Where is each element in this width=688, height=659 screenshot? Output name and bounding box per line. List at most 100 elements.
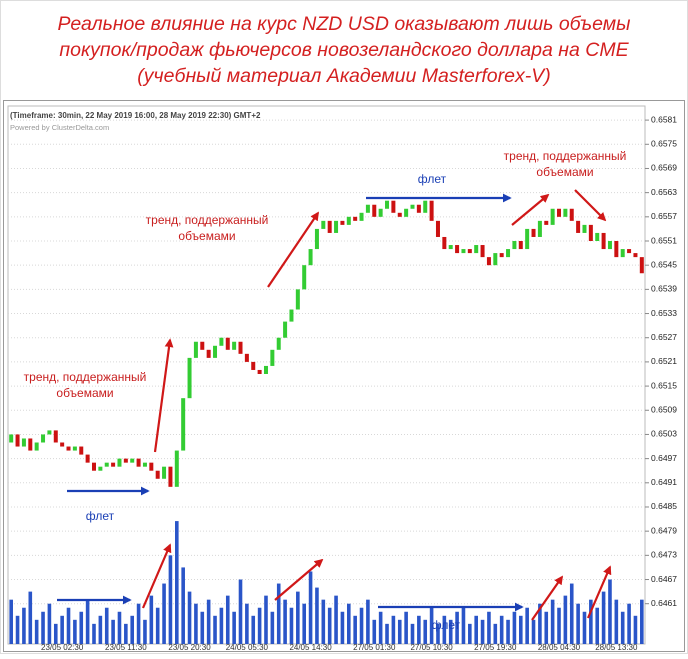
volume-bar — [264, 595, 268, 644]
y-tick-label: 0.6569 — [651, 163, 677, 173]
candle-body — [595, 232, 600, 242]
annotation: объемами — [56, 386, 113, 400]
volume-bar — [308, 571, 313, 644]
candle-body — [563, 208, 568, 217]
volume-bar — [557, 607, 561, 644]
y-tick-label: 0.6563 — [651, 187, 677, 197]
annotation: объемами — [178, 229, 235, 243]
candle-body — [448, 245, 453, 250]
y-tick-label: 0.6521 — [651, 356, 677, 366]
volume-bar — [104, 607, 109, 644]
candle-body — [385, 200, 390, 209]
x-tick-label: 23/05 20:30 — [168, 643, 211, 652]
candle-body — [193, 341, 198, 358]
volume-bar — [130, 615, 135, 644]
candle-body — [359, 212, 364, 221]
candle-body — [225, 337, 230, 350]
y-tick-label: 0.6581 — [651, 114, 677, 124]
arrow — [511, 193, 550, 226]
volume-bar — [518, 615, 523, 644]
candle-body — [582, 224, 587, 233]
volume-bar — [276, 583, 281, 644]
candle-body — [627, 249, 632, 254]
volume-bar — [225, 595, 230, 644]
volume-bar — [531, 619, 536, 644]
volume-bar — [162, 583, 166, 644]
volume-bar — [47, 603, 52, 644]
volume-bar — [321, 599, 326, 644]
credit: Powered by ClusterDelta.com — [10, 123, 109, 132]
y-tick-label: 0.6533 — [651, 308, 677, 318]
volume-bar — [627, 603, 631, 644]
volume-bar — [576, 603, 580, 644]
candle-body — [302, 265, 307, 290]
y-tick-label: 0.6485 — [651, 501, 677, 511]
volume-bar — [385, 623, 389, 644]
volume-bar — [124, 623, 128, 644]
y-tick-label: 0.6479 — [651, 525, 677, 535]
volume-bar — [187, 591, 192, 644]
candle-body — [423, 200, 428, 213]
volume-bar — [155, 607, 160, 644]
candle-body — [72, 446, 77, 451]
candle-body — [321, 220, 326, 229]
candle-body — [544, 220, 549, 225]
candle-body — [174, 450, 179, 487]
candle-body — [91, 462, 96, 471]
volume-bar — [34, 619, 39, 644]
candle-body — [397, 212, 402, 217]
candle-body — [79, 446, 84, 455]
candle-body — [295, 289, 300, 310]
y-tick-label: 0.6497 — [651, 453, 677, 463]
volume-bar — [563, 595, 568, 644]
volume-bar — [506, 619, 510, 644]
candle-body — [66, 446, 71, 451]
volume-bar — [206, 599, 211, 644]
candle-body — [353, 216, 358, 221]
volume-bar — [461, 607, 466, 644]
candle-body — [289, 309, 294, 322]
candle-body — [53, 430, 58, 443]
volume-bar — [474, 615, 478, 644]
volume-bar — [512, 611, 517, 644]
candle-body — [461, 249, 466, 254]
annotation: флет — [418, 172, 447, 186]
candle-body — [512, 241, 517, 250]
volume-bar — [525, 607, 529, 644]
annotation: тренд, поддержанный — [24, 370, 147, 384]
x-tick-label: 28/05 04:30 — [538, 643, 581, 652]
volume-bar — [417, 615, 421, 644]
volume-bar — [296, 591, 300, 644]
candle-body — [365, 204, 370, 213]
candle-body — [480, 245, 485, 258]
volume-bar — [315, 587, 319, 644]
volume-bar — [175, 521, 179, 644]
annotation: объемами — [536, 165, 593, 179]
volume-bar — [111, 619, 115, 644]
volume-bar — [41, 611, 45, 644]
candle-body — [429, 200, 434, 221]
candle-body — [467, 249, 472, 254]
volume-bar — [429, 607, 434, 644]
volume-bar — [302, 603, 307, 644]
volume-bar — [582, 611, 587, 644]
volume-bar — [66, 607, 71, 644]
volume-bar — [283, 599, 287, 644]
volume-bar — [372, 619, 377, 644]
candle-body — [15, 434, 20, 447]
volume-bar — [640, 599, 644, 644]
volume-bar — [569, 583, 574, 644]
volume-bar — [480, 619, 485, 644]
candle-body — [123, 458, 128, 463]
candle-body — [200, 341, 205, 350]
volume-bar — [423, 619, 428, 644]
candle-body — [98, 466, 103, 471]
candle-body — [493, 253, 498, 266]
x-tick-label: 24/05 14:30 — [289, 643, 332, 652]
candle-body — [238, 341, 243, 354]
x-tick-label: 23/05 11:30 — [105, 643, 147, 652]
volume-bar — [550, 599, 555, 644]
volume-bar — [73, 619, 77, 644]
x-tick-label: 28/05 13:30 — [595, 643, 638, 652]
candle-body — [404, 208, 409, 217]
